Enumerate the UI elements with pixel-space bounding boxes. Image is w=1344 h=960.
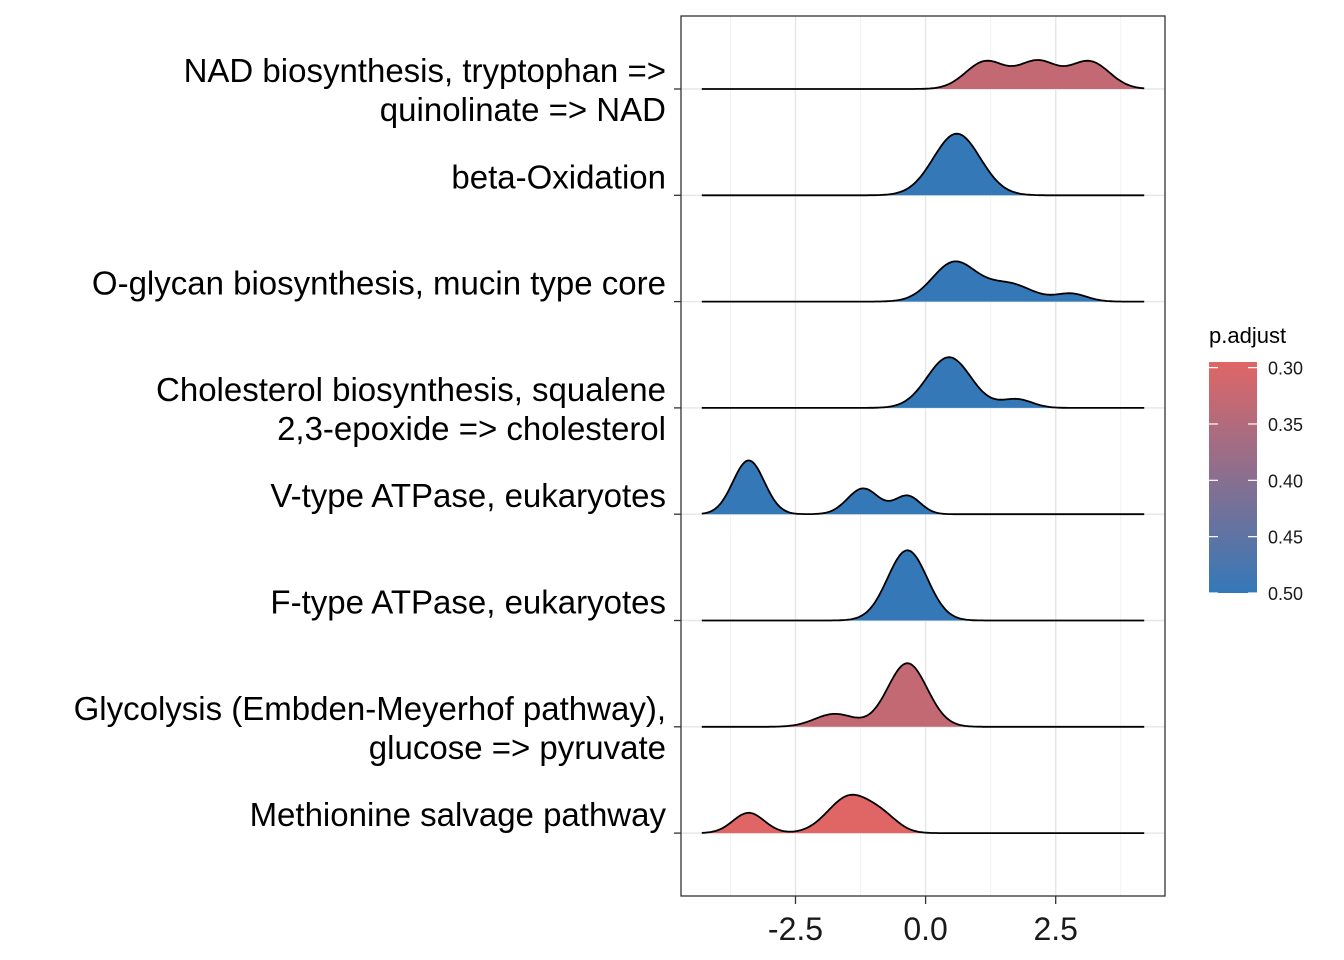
x-tick-label: 2.5 xyxy=(1033,911,1077,947)
ridge-area xyxy=(701,550,1145,621)
y-tick-label-line: Cholesterol biosynthesis, squalene xyxy=(156,371,666,408)
y-tick-label-line: F-type ATPase, eukaryotes xyxy=(270,584,666,621)
y-tick-label-line: quinolinate => NAD xyxy=(380,91,666,128)
ridge-area xyxy=(701,794,1145,834)
y-tick-label: NAD biosynthesis, tryptophan => quinolina… xyxy=(184,52,666,128)
legend-tick-label: 0.35 xyxy=(1268,415,1303,435)
ridge-outline xyxy=(701,662,1145,728)
ridge-outline xyxy=(701,793,1145,834)
y-tick-label-line: NAD biosynthesis, tryptophan => xyxy=(184,52,666,89)
legend-tick-label: 0.40 xyxy=(1268,471,1303,491)
y-tick-label: Cholesterol biosynthesis, squalene 2,3-ep… xyxy=(156,371,666,447)
ridge-area xyxy=(701,460,1145,515)
y-tick-label: beta-Oxidation xyxy=(451,158,666,195)
y-tick-label-line: 2,3-epoxide => cholesterol xyxy=(277,410,666,447)
y-tick-label-line: Glycolysis (Embden-Meyerhof pathway), xyxy=(74,690,666,727)
x-tick-label: 0.0 xyxy=(903,911,947,947)
ridge-outline xyxy=(701,260,1145,303)
y-tick-label: F-type ATPase, eukaryotes xyxy=(270,584,666,621)
panel-border xyxy=(680,15,1166,897)
ridge-area xyxy=(701,60,1145,89)
ridge-outline xyxy=(701,132,1145,197)
ridge-outline xyxy=(701,59,1145,90)
x-axis: -2.5 0.0 2.5 xyxy=(768,896,1078,947)
legend-title: p.adjust xyxy=(1209,323,1286,348)
y-tick-label: Glycolysis (Embden-Meyerhof pathway), glu… xyxy=(74,690,666,766)
legend-tick-label: 0.45 xyxy=(1268,528,1303,548)
y-tick-label-line: glucose => pyruvate xyxy=(369,729,666,766)
panel-background xyxy=(681,16,1165,896)
ridge-series xyxy=(701,59,1145,834)
ridge-outline xyxy=(701,549,1145,622)
ridge-area xyxy=(701,663,1145,727)
y-tick-label: O-glycan biosynthesis, mucin type core xyxy=(92,265,666,302)
y-tick-label-line: O-glycan biosynthesis, mucin type core xyxy=(92,265,666,302)
y-axis: NAD biosynthesis, tryptophan => quinolina… xyxy=(74,52,681,834)
y-tick-label-line: Methionine salvage pathway xyxy=(250,796,667,833)
legend-colorbar xyxy=(1209,362,1257,593)
legend-tick-label: 0.30 xyxy=(1268,359,1303,379)
y-tick-label: V-type ATPase, eukaryotes xyxy=(270,477,666,514)
x-tick-label: -2.5 xyxy=(768,911,823,947)
legend-tick-label: 0.50 xyxy=(1268,584,1303,604)
ridge-outline xyxy=(701,459,1145,516)
y-tick-label: Methionine salvage pathway xyxy=(250,796,667,833)
y-tick-label-line: beta-Oxidation xyxy=(451,158,666,195)
color-legend: p.adjust 0.30 0.35 0.40 0.45 0.50 xyxy=(1209,323,1303,604)
ridge-outline xyxy=(701,356,1145,409)
ridge-area xyxy=(701,133,1145,196)
ridge-area xyxy=(701,357,1145,408)
y-tick-label-line: V-type ATPase, eukaryotes xyxy=(270,477,666,514)
